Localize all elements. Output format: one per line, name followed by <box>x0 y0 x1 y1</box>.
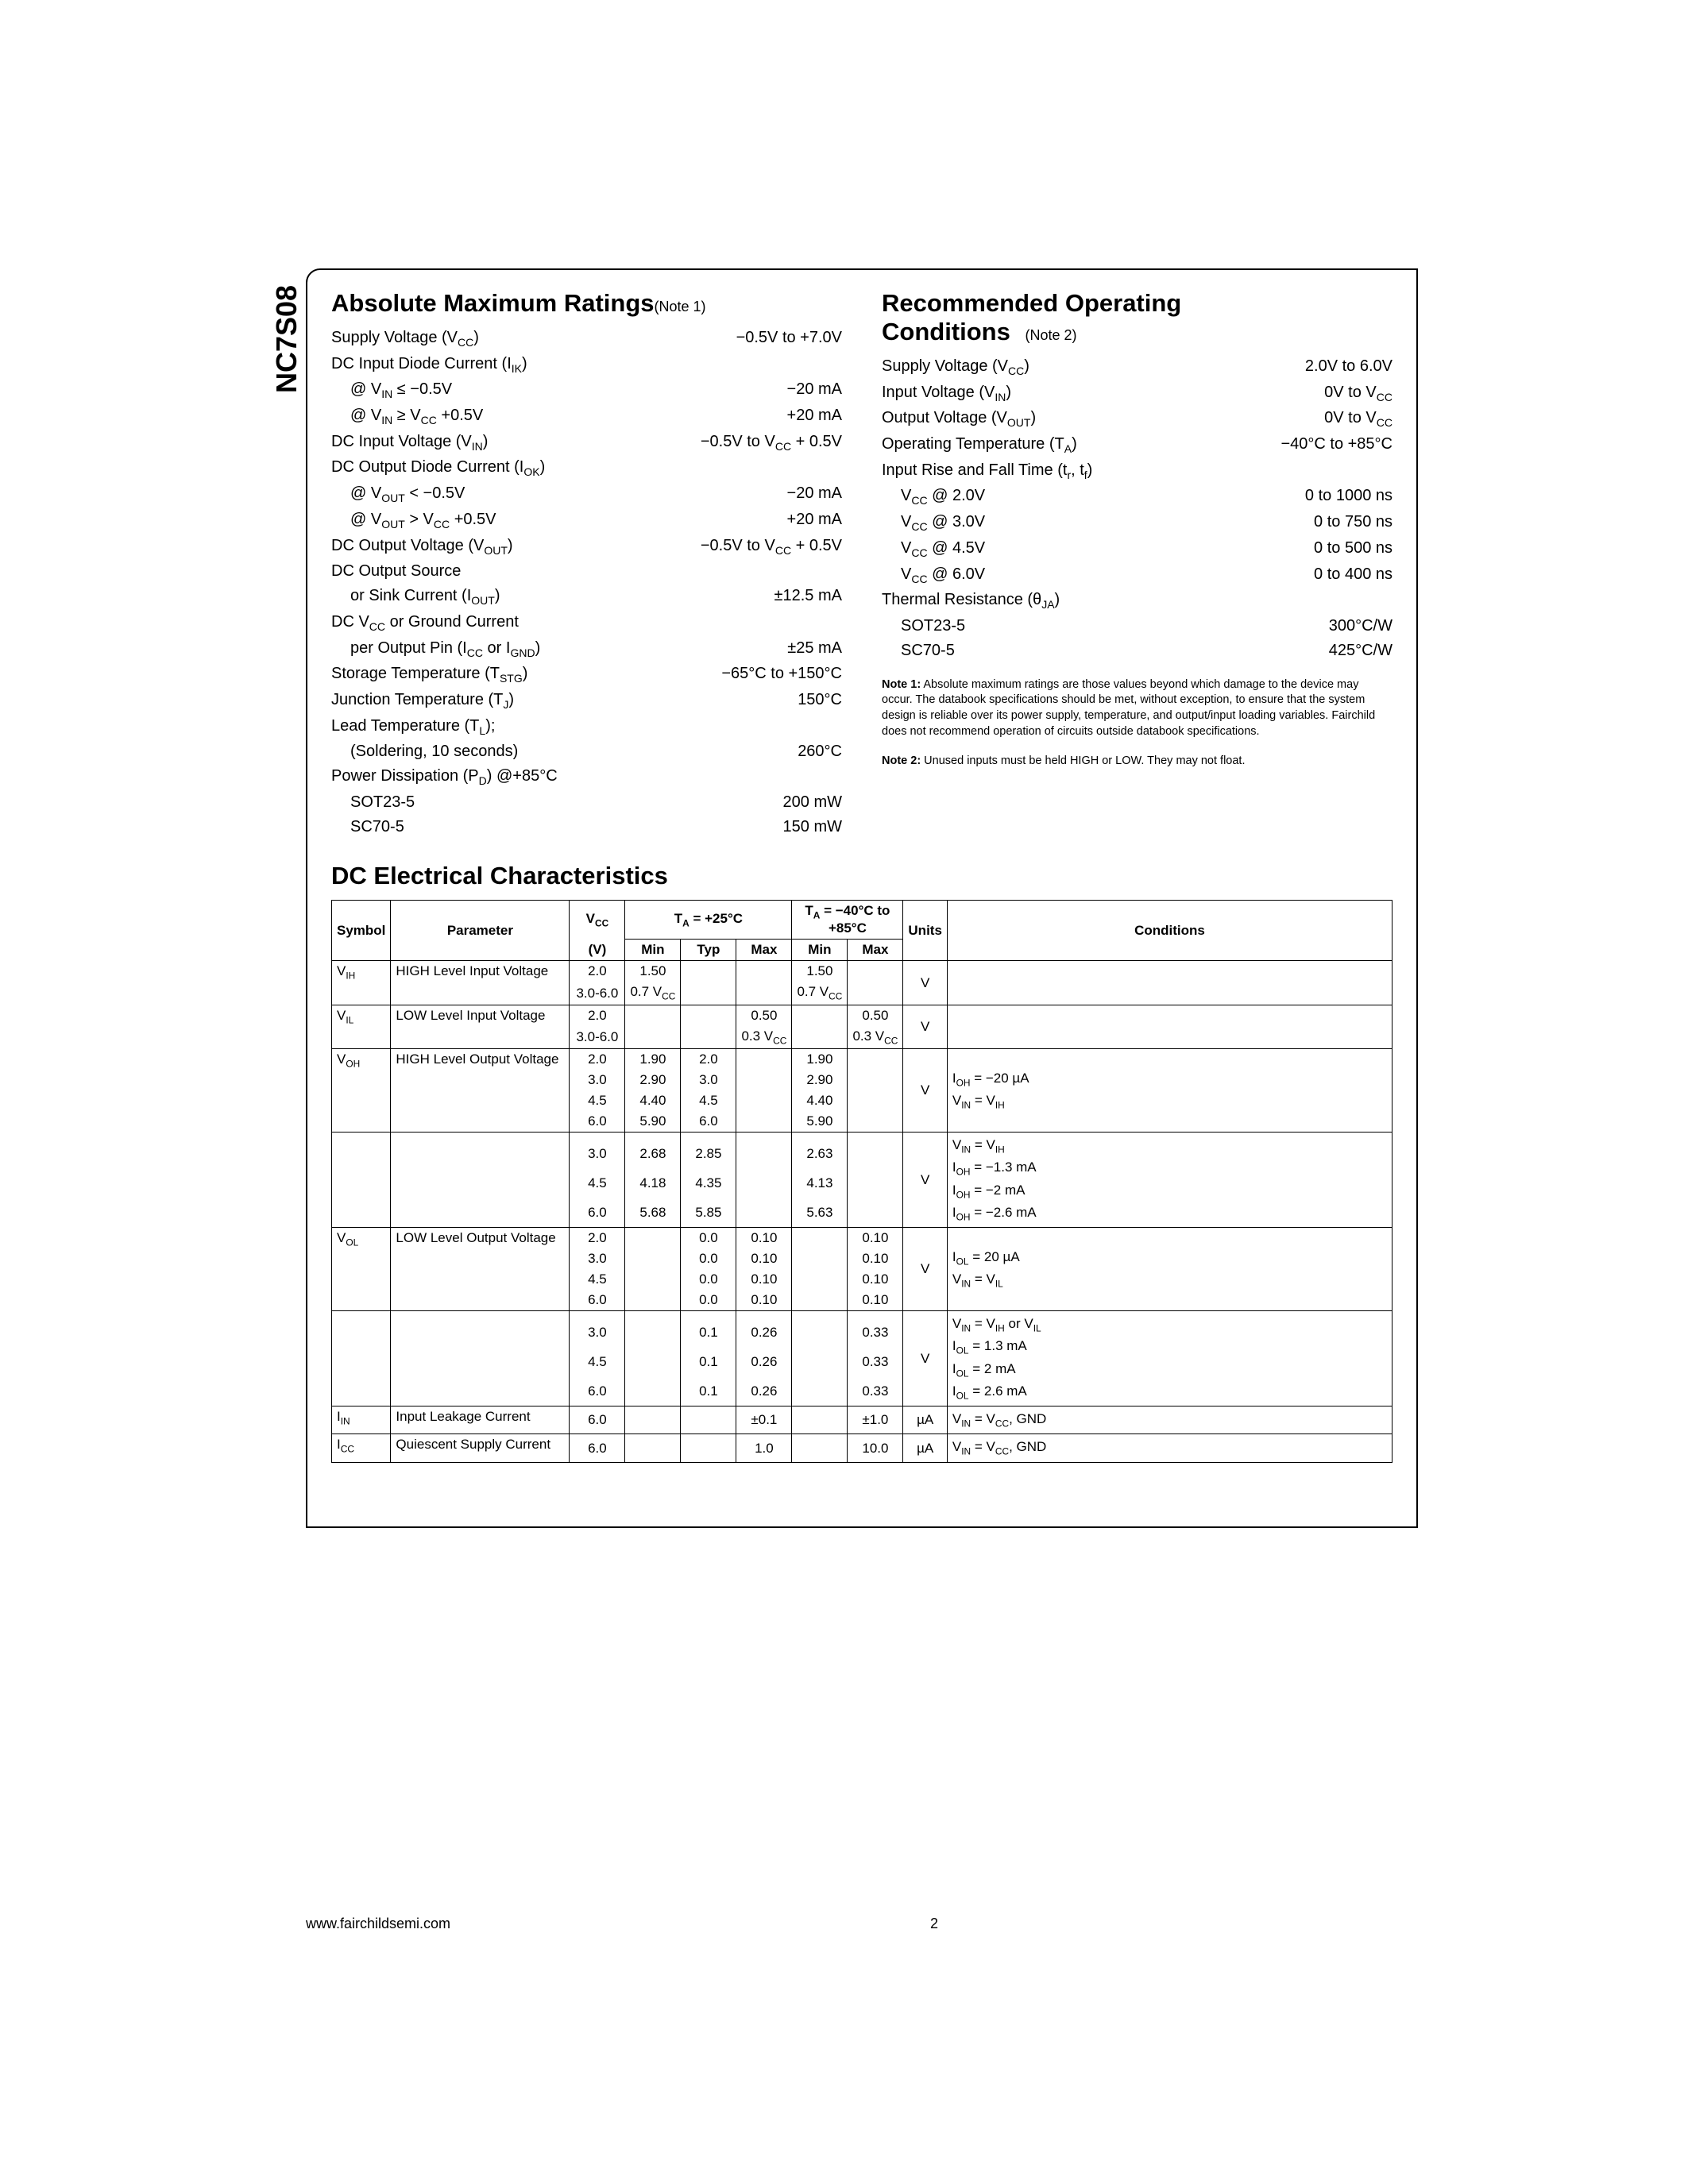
spec-row: Supply Voltage (VCC)−0.5V to +7.0V <box>331 326 842 352</box>
spec-row: @ VIN ≥ VCC +0.5V+20 mA <box>331 403 842 430</box>
spec-row: SC70-5425°C/W <box>882 639 1393 663</box>
table-row: VVIN = VIHIOH = −1.3 mAIOH = −2 mAIOH = … <box>332 1133 1393 1140</box>
spec-row: VCC @ 6.0V0 to 400 ns <box>882 562 1393 588</box>
spec-row: @ VOUT > VCC +0.5V+20 mA <box>331 507 842 534</box>
content-box: Absolute Maximum Ratings(Note 1) Supply … <box>306 268 1418 1528</box>
roc-section: Recommended Operating Conditions (Note 2… <box>882 289 1393 839</box>
dc-title: DC Electrical Characteristics <box>331 862 1393 890</box>
spec-row: DC Input Diode Current (IIK) <box>331 352 842 378</box>
spec-row: Thermal Resistance (θJA) <box>882 588 1393 614</box>
table-row: VIHHIGH Level Input Voltage2.01.501.50V <box>332 961 1393 982</box>
spec-row: SOT23-5300°C/W <box>882 614 1393 639</box>
table-row: VOHHIGH Level Output Voltage2.01.902.01.… <box>332 1049 1393 1071</box>
spec-row: Junction Temperature (TJ)150°C <box>331 688 842 714</box>
part-number-label: NC7S08 <box>270 285 303 393</box>
footer-page: 2 <box>930 1916 938 1932</box>
spec-row: Storage Temperature (TSTG)−65°C to +150°… <box>331 662 842 688</box>
spec-row: Lead Temperature (TL); <box>331 714 842 740</box>
spec-row: Operating Temperature (TA)−40°C to +85°C <box>882 432 1393 458</box>
table-row: VILLOW Level Input Voltage2.00.500.50V <box>332 1005 1393 1026</box>
amr-section: Absolute Maximum Ratings(Note 1) Supply … <box>331 289 842 839</box>
spec-row: (Soldering, 10 seconds)260°C <box>331 739 842 764</box>
table-row: VOLLOW Level Output Voltage2.00.00.100.1… <box>332 1228 1393 1249</box>
table-row: VVIN = VIH or VILIOL = 1.3 mAIOL = 2 mAI… <box>332 1311 1393 1318</box>
dc-table: SymbolParameterVCCTA = +25°CTA = −40°C t… <box>331 900 1393 1463</box>
roc-title: Recommended Operating Conditions (Note 2… <box>882 289 1393 346</box>
spec-row: Input Voltage (VIN)0V to VCC <box>882 380 1393 407</box>
spec-row: Supply Voltage (VCC)2.0V to 6.0V <box>882 354 1393 380</box>
spec-row: DC Input Voltage (VIN)−0.5V to VCC + 0.5… <box>331 430 842 456</box>
spec-row: or Sink Current (IOUT)±12.5 mA <box>331 584 842 610</box>
table-row: ICCQuiescent Supply Current6.01.010.0µAV… <box>332 1434 1393 1462</box>
table-row: IINInput Leakage Current6.0±0.1±1.0µAVIN… <box>332 1406 1393 1434</box>
amr-title: Absolute Maximum Ratings(Note 1) <box>331 289 842 318</box>
spec-row: @ VIN ≤ −0.5V−20 mA <box>331 377 842 403</box>
footer-url: www.fairchildsemi.com <box>306 1916 450 1932</box>
spec-row: Power Dissipation (PD) @+85°C <box>331 764 842 790</box>
spec-row: SC70-5150 mW <box>331 815 842 839</box>
spec-row: SOT23-5200 mW <box>331 790 842 815</box>
spec-row: VCC @ 2.0V0 to 1000 ns <box>882 484 1393 510</box>
spec-row: DC Output Diode Current (IOK) <box>331 455 842 481</box>
spec-row: DC Output Source <box>331 559 842 584</box>
note-text: Note 2: Unused inputs must be held HIGH … <box>882 754 1393 770</box>
spec-row: VCC @ 3.0V0 to 750 ns <box>882 510 1393 536</box>
spec-row: Output Voltage (VOUT)0V to VCC <box>882 406 1393 432</box>
spec-row: VCC @ 4.5V0 to 500 ns <box>882 536 1393 562</box>
spec-row: DC VCC or Ground Current <box>331 610 842 636</box>
spec-row: Input Rise and Fall Time (tr, tf) <box>882 458 1393 484</box>
spec-row: @ VOUT < −0.5V−20 mA <box>331 481 842 507</box>
note-text: Note 1: Absolute maximum ratings are tho… <box>882 677 1393 739</box>
page-footer: www.fairchildsemi.com 2 <box>306 1916 1418 1932</box>
spec-row: DC Output Voltage (VOUT)−0.5V to VCC + 0… <box>331 534 842 560</box>
spec-row: per Output Pin (ICC or IGND)±25 mA <box>331 636 842 662</box>
